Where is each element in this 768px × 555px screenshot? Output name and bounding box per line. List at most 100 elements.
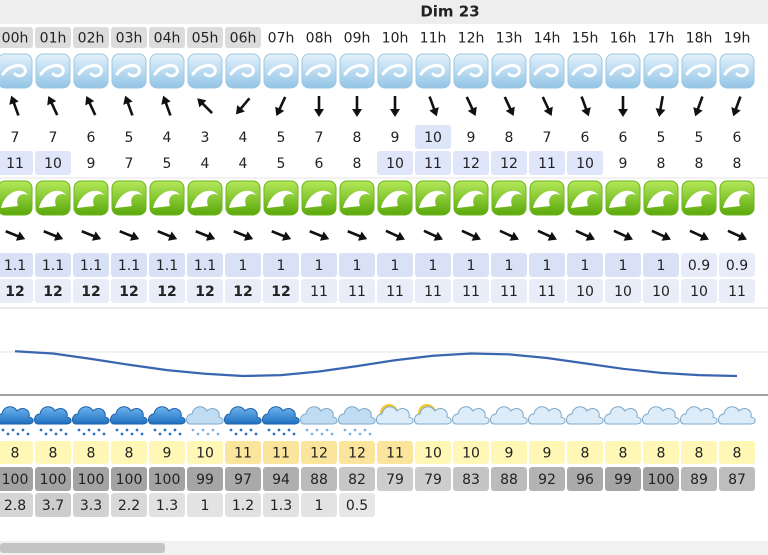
icon-bg <box>111 53 147 89</box>
cloud <box>148 406 186 425</box>
icon-wave <box>685 190 712 208</box>
arrow-head <box>197 98 207 108</box>
hour-label: 02h <box>78 31 105 47</box>
wave-height-cell <box>263 253 299 277</box>
drop <box>201 428 205 432</box>
cloud-cover: 94 <box>272 472 290 488</box>
wind-gust: 12 <box>462 156 480 172</box>
wave-height: 1 <box>277 258 286 274</box>
arrow-shaft <box>5 230 21 239</box>
arrow-shaft <box>195 230 211 239</box>
temperature: 12 <box>348 446 366 462</box>
weather-icon <box>680 406 718 425</box>
cloud <box>680 406 718 425</box>
hour-label: 11h <box>420 31 447 47</box>
wave-height: 1 <box>429 258 438 274</box>
wave-icon <box>491 180 527 216</box>
icon-swirl <box>1 64 27 78</box>
wind-arrow <box>693 96 704 117</box>
arrow-head <box>161 95 171 105</box>
wind-arrow <box>352 96 362 117</box>
wind-icon <box>0 53 33 89</box>
hour-label: 08h <box>306 31 333 47</box>
wave-icon <box>719 180 755 216</box>
wave-arrow <box>385 229 405 241</box>
cloud-cover-cell <box>339 467 375 491</box>
cloud-cover: 88 <box>500 472 518 488</box>
wind-icon <box>491 53 527 89</box>
arrow-head <box>623 231 633 241</box>
drop <box>115 428 119 432</box>
wave-period: 10 <box>576 284 594 300</box>
scrollbar-thumb[interactable] <box>0 543 165 553</box>
wave-icon <box>149 180 185 216</box>
wave-period: 11 <box>424 284 442 300</box>
precipitation-cell <box>339 493 375 517</box>
drop <box>82 432 86 436</box>
temperature-cell <box>605 441 641 464</box>
wave-height: 1.1 <box>156 258 178 274</box>
drop <box>343 428 347 432</box>
wind-gust: 11 <box>538 156 556 172</box>
temperature-cell <box>225 441 261 464</box>
wave-icon <box>0 180 33 216</box>
arrow-shaft <box>503 96 513 112</box>
precipitation: 2.2 <box>118 498 140 514</box>
wind-arrow <box>197 98 213 114</box>
drop <box>216 432 220 436</box>
drop <box>292 432 296 436</box>
wave-height-cell <box>415 253 451 277</box>
wave-arrow <box>5 230 26 241</box>
temperature-cell <box>149 441 185 464</box>
icon-wave <box>153 190 180 208</box>
hour-label-cell <box>149 27 185 48</box>
temperature: 10 <box>424 446 442 462</box>
drop <box>163 428 167 432</box>
wave-height: 1 <box>467 258 476 274</box>
wind-gust: 11 <box>424 156 442 172</box>
drop <box>102 432 106 436</box>
arrow-shaft <box>87 100 97 116</box>
wave-icon <box>643 180 679 216</box>
wave-height: 0.9 <box>688 258 710 274</box>
arrow-head <box>661 231 671 241</box>
wave-period: 10 <box>652 284 670 300</box>
wind-arrow <box>580 96 591 117</box>
cloud-cover: 100 <box>116 472 143 488</box>
drop <box>358 432 362 436</box>
drop <box>130 432 134 436</box>
cloud-cover-cell <box>415 467 451 491</box>
cloud-cover: 92 <box>538 472 556 488</box>
cloud-cover-cell <box>263 467 299 491</box>
drop <box>140 432 144 436</box>
scrollbar-track <box>0 541 768 555</box>
drop <box>77 428 81 432</box>
drop <box>267 428 271 432</box>
wind-icon <box>643 53 679 89</box>
wave-period-cell <box>605 279 641 303</box>
arrow-shaft <box>277 96 287 112</box>
arrow-shaft <box>651 229 667 239</box>
cloud-cover: 100 <box>648 472 675 488</box>
wave-period-cell <box>149 279 185 303</box>
arrow-head <box>581 107 591 117</box>
tide-line <box>14 350 738 378</box>
wave-height: 1 <box>657 258 666 274</box>
drop <box>168 432 172 436</box>
drop <box>282 432 286 436</box>
weather-icon <box>186 406 224 436</box>
wind-gust: 10 <box>386 156 404 172</box>
wave-arrow <box>651 229 671 241</box>
arrow-shaft <box>689 229 705 239</box>
wave-height: 1.1 <box>80 258 102 274</box>
drop <box>196 432 200 436</box>
temperature-cell <box>453 441 489 464</box>
arrow-head <box>167 231 178 241</box>
wind-arrow <box>731 96 742 117</box>
wind-arrow <box>161 95 172 116</box>
weather-icon <box>414 404 452 425</box>
wind-icon <box>681 53 717 89</box>
drop <box>1 428 5 432</box>
wind-speed-cell <box>415 125 451 149</box>
wave-height: 1 <box>315 258 324 274</box>
